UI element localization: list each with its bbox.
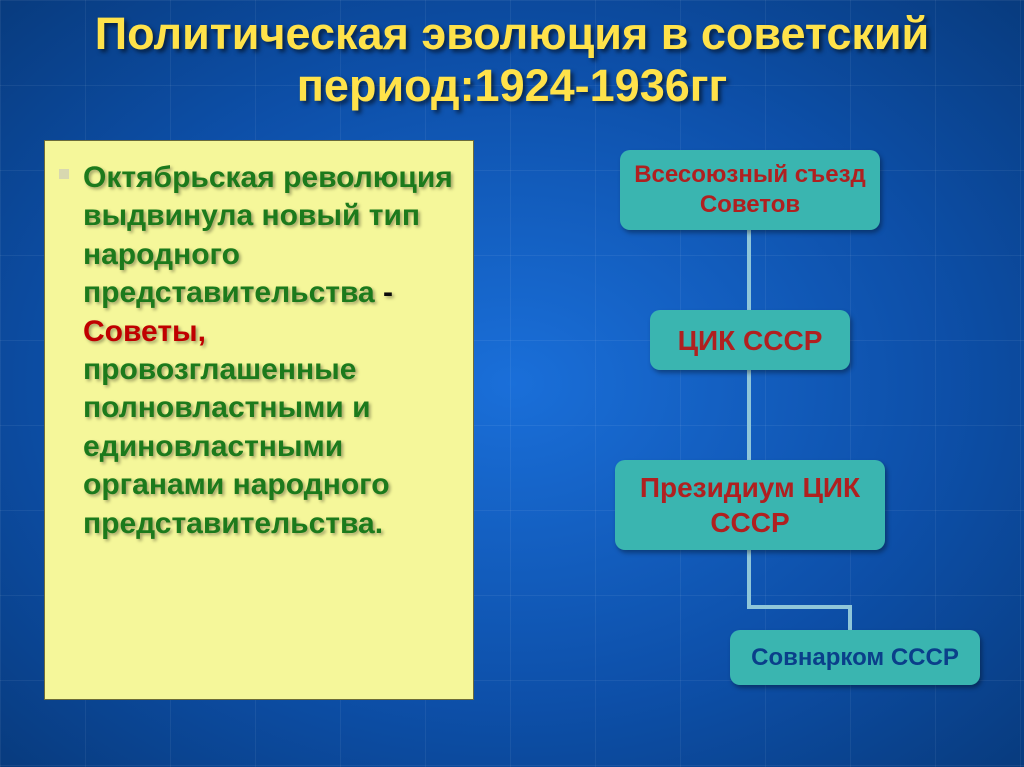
flowchart-node: Президиум ЦИК СССР [615,460,885,550]
flowchart-node: ЦИК СССР [650,310,850,370]
bullet-icon [59,169,69,179]
slide-title: Политическая эволюция в советский период… [0,8,1024,112]
connector [747,550,751,605]
connector [747,605,852,609]
flowchart-node: Совнарком СССР [730,630,980,685]
connector [848,605,852,633]
textbox-highlight: Советы, [83,315,206,348]
textbox-hyphen: - [375,276,393,309]
textbox-part2: провозглашенные полновластными и единовл… [83,353,390,540]
slide: Политическая эволюция в советский период… [0,0,1024,767]
textbox-part1: Октябрьская революция выдвинула новый ти… [83,161,453,309]
connector [747,230,751,310]
flowchart: Всесоюзный съезд Советов ЦИК СССР Президиу… [540,150,980,730]
flowchart-node: Всесоюзный съезд Советов [620,150,880,230]
textbox: Октябрьская революция выдвинула новый ти… [44,140,474,700]
connector [747,370,751,460]
